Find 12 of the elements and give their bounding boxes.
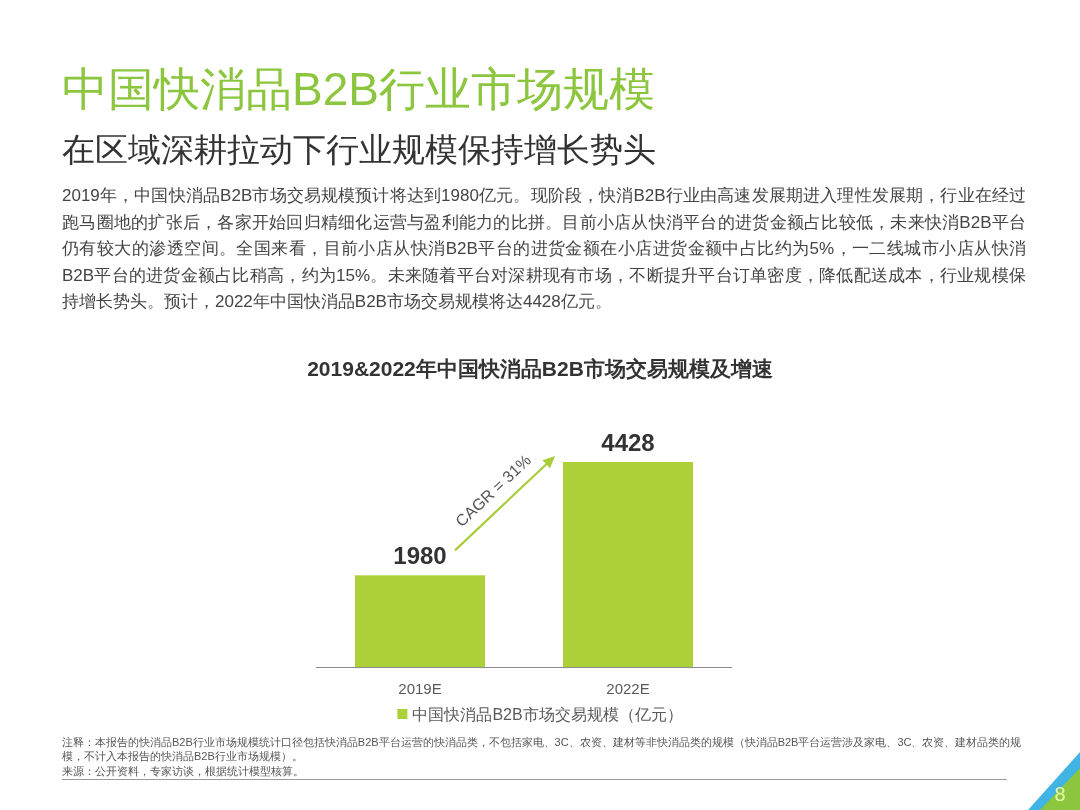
text: 2019&2022年中国快消品B2B市场交易规模及增速 [307,357,773,380]
source-note: 来源：公开资料，专家访谈，根据统计模型核算。 [62,764,305,778]
x-tick-label: 2019E [398,680,442,697]
data-label: 4428 [601,429,655,456]
legend-label: 中国快消品B2B市场交易规模（亿元） [412,706,683,723]
x-tick-label: 2022E [606,680,650,697]
data-label: 1980 [393,542,447,570]
chart-subtitle: 在区域深耕拉动下行业规模保持增长势头 [62,130,656,170]
text: 注释：本报告的快消品B2B行业市场规模统计口径包括快消品B2B平台运营的快消品类，不包括家电、3C、农资、建材等非快消品类的规模（快消品B2B平台运营涉及家电、3C、农资、建材品类的规模，不计入本报告的快消品B2B行业市场规模）。 [62,735,1023,763]
text: 2019年，中国快消品B2B市场交易规模预计将达到1980亿元。现阶段，快消B2B行业由高速发展期进入理性发展期，行业在经过跑马圈地的扩张后，各家开始回归精细化运营与盈利能力的比拼。目前小店从快消平台的进货金额占比较低，未来快消B2B平台仍有较大的渗透空间。全国来看，目前小店从快消B2B平台的进货金额在小店进货金额中占比约为5%，一二线城市小店从快消B2B平台的进货金额占比稍高，约为15%。未来随着平台对深耕现有市场，不断提升平台订单密度，降低配送成本，行业规模保持增长势头。预计，2022年中国快消品B2B市场交易规模将达4428亿元。 [62,185,1026,313]
text: 8 [1054,783,1066,805]
chart-title: 中国快消品B2B行业市场规模 [62,62,655,117]
